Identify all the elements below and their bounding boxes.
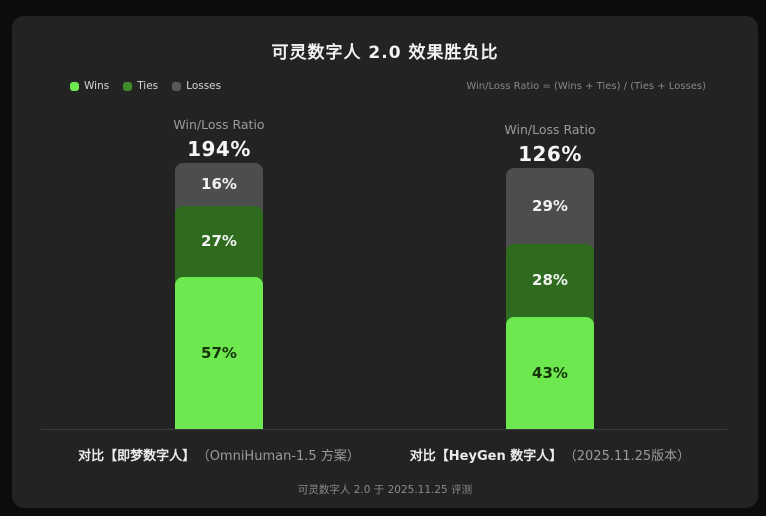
bar-column-jimeng: Win/Loss Ratio 194% 16% 27% 57% [89,117,349,429]
legend: Wins Ties Losses [70,80,221,92]
bar-column-heygen: Win/Loss Ratio 126% 29% 28% 43% [420,122,680,429]
wins-segment [506,316,594,429]
wins-value-label: 43% [532,363,568,382]
ties-value-label: 27% [201,232,237,251]
axis-label-main: 对比【HeyGen 数字人】 [409,449,563,464]
losses-value-label: 16% [201,175,237,194]
axis-label-main: 对比【即梦数字人】 [78,449,196,464]
footer-note: 可灵数字人 2.0 于 2025.11.25 评测 [297,484,473,496]
ratio-value: 126% [518,142,582,166]
stacked-bar: 29% 28% 43% [506,168,594,429]
legend-item-label: Wins [84,80,110,92]
legend-item-losses: Losses [172,80,221,92]
legend-item-label: Losses [186,80,222,92]
plot-area: Win/Loss Ratio 194% 16% 27% 57% Win/Loss R… [12,16,758,508]
ratio-value: 194% [187,137,251,161]
legend-item-wins: Wins [70,80,109,92]
ratio-title: Win/Loss Ratio [504,122,596,137]
wins-value-label: 57% [201,344,237,363]
axis-label-sub: （2025.11.25版本） [570,449,691,464]
losses-swatch-icon [172,81,182,91]
legend-item-label: Ties [137,80,159,92]
losses-value-label: 29% [532,196,568,215]
ratio-formula: Win/Loss Ratio = (Wins + Ties) / (Ties +… [466,80,706,92]
axis-label-heygen: 对比【HeyGen 数字人】 （2025.11.25版本） [380,445,720,464]
axis-label-sub: （OmniHuman-1.5 方案） [203,449,360,464]
ties-swatch-icon [123,81,133,91]
axis-label-jimeng: 对比【即梦数字人】 （OmniHuman-1.5 方案） [49,445,389,464]
wins-swatch-icon [70,81,79,91]
axis-baseline [41,429,727,430]
meta-row: Wins Ties Losses Win/Loss Ratio = (Wins + … [12,80,758,92]
stacked-bar: 16% 27% 57% [175,163,263,429]
page-title: 可灵数字人 2.0 效果胜负比 [271,43,499,63]
ties-value-label: 28% [532,271,568,290]
legend-item-ties: Ties [123,80,158,92]
chart-card: 可灵数字人 2.0 效果胜负比 Wins Ties Losses Win/Loss … [12,16,758,508]
wins-segment [175,277,263,429]
ratio-title: Win/Loss Ratio [173,117,265,132]
